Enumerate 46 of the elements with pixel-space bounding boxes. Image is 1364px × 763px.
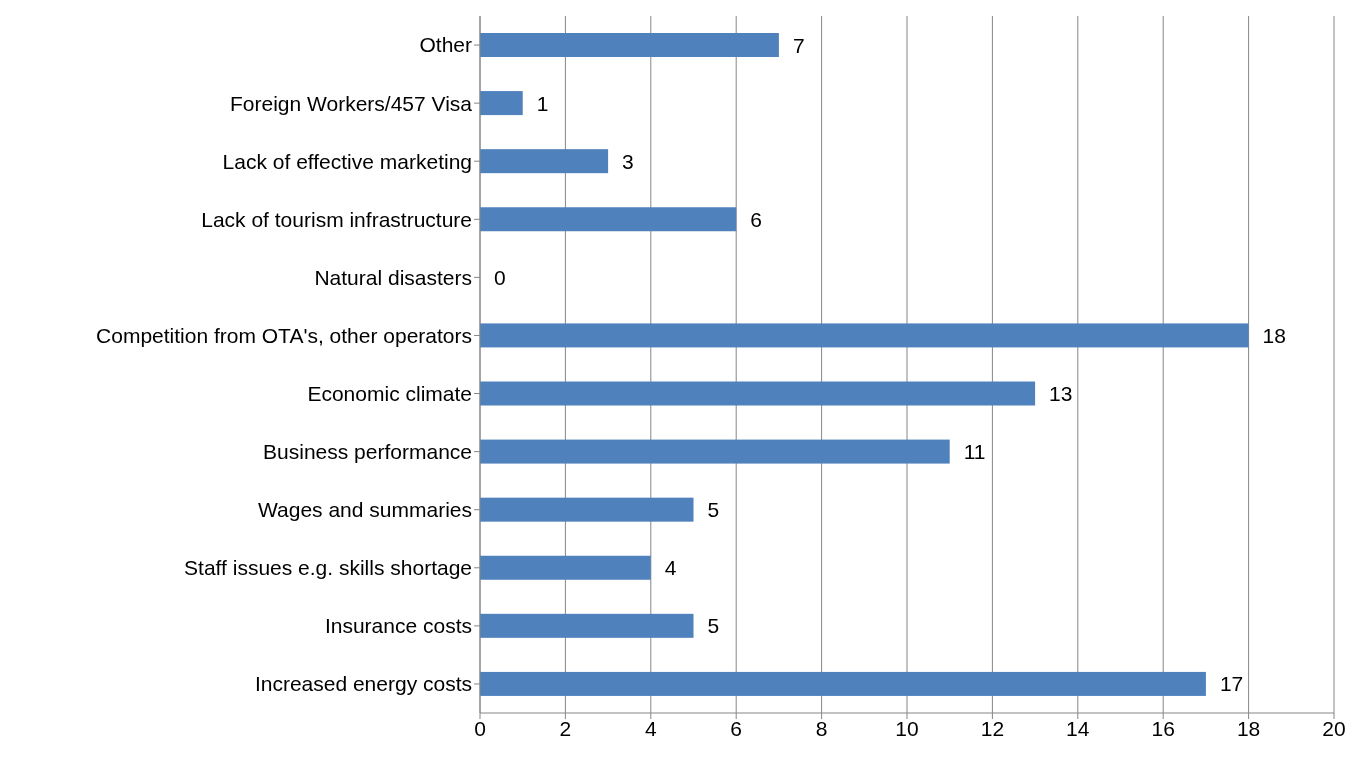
bar [480,149,609,174]
data-label: 6 [750,207,762,231]
data-label: 1 [536,91,549,115]
y-tick-label: Increased energy costs [254,672,472,696]
bar [480,497,694,522]
x-tick-label: 14 [1066,716,1090,740]
y-tick-label: Foreign Workers/457 Visa [229,91,473,115]
bar [480,555,651,580]
data-label: 17 [1219,672,1244,696]
data-label: 0 [494,265,506,289]
data-label: 4 [664,556,677,580]
bar [480,91,523,116]
y-tick-label: Business performance [263,440,472,464]
y-tick-label: Natural disasters [314,265,472,289]
data-label: 3 [622,149,634,173]
x-tick-label: 2 [559,716,572,740]
y-tick-label: Lack of effective marketing [222,149,472,173]
data-label: 11 [963,440,986,464]
x-tick-label: 4 [644,716,657,740]
bar [480,613,694,638]
data-label: 5 [707,614,720,638]
y-tick-label: Wages and summaries [258,498,472,522]
data-label: 7 [792,33,805,57]
y-tick-label: Insurance costs [324,614,472,638]
bar [480,439,950,464]
data-label: 18 [1262,323,1286,347]
x-tick-label: 12 [980,716,1005,740]
y-tick-label: Staff issues e.g. skills shortage [184,556,472,580]
x-tick-label: 8 [815,716,828,740]
data-label: 5 [707,498,720,522]
bar [480,207,737,232]
x-tick-label: 10 [895,716,919,740]
y-tick-label: Lack of tourism infrastructure [201,207,472,231]
bar [480,381,1036,406]
x-tick-label: 20 [1322,716,1346,740]
data-label: 13 [1049,382,1073,405]
x-tick-label: 18 [1236,716,1261,740]
bar [480,323,1249,348]
x-tick-label: 6 [730,716,743,740]
y-tick-label: Other [419,33,472,57]
bar [480,33,779,57]
bar [480,671,1206,696]
y-tick-label: Economic climate [307,382,472,405]
x-tick-label: 0 [474,716,486,740]
x-tick-label: 16 [1151,716,1175,740]
y-tick-label: Competition from OTA's, other operators [96,323,472,347]
